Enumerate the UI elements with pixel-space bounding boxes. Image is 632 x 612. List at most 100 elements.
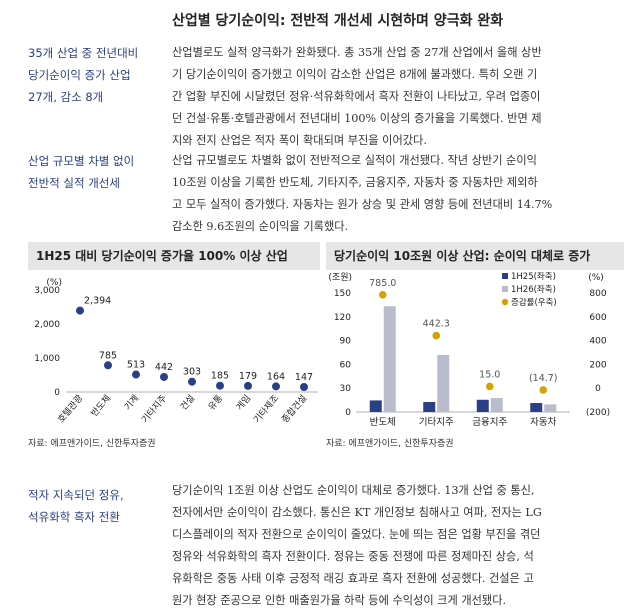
- legend-swatch-1h25: [502, 273, 508, 279]
- body-line: 디스플레이의 적자 전환으로 순이익이 줄었다. 눈에 띄는 점은 업황 부진을…: [172, 528, 541, 541]
- section-3-body: 당기순이익 1조원 이상 산업도 순이익이 대체로 증가했다. 13개 산업 중…: [172, 480, 618, 612]
- chart1-category-label: 게임: [233, 392, 253, 412]
- side-line: 적자 지속되던 정유,: [28, 488, 124, 502]
- chart2-ytick-left-label: 90: [340, 337, 352, 347]
- chart2-bar-1h25: [476, 399, 489, 412]
- chart1-category-label: 유통: [206, 393, 225, 413]
- chart2-unit-left: (조원): [328, 272, 352, 283]
- chart2-growth-point: [378, 290, 387, 299]
- chart1-point: [188, 377, 196, 386]
- chart1-unit: (%): [46, 278, 62, 288]
- section-1-side-heading: 35개 산업 중 전년대비 당기순이익 증가 산업 27개, 감소 8개: [28, 42, 168, 108]
- chart1-title: 1H25 대비 당기순이익 증가율 100% 이상 산업: [28, 242, 320, 270]
- chart1-point: [244, 381, 252, 390]
- chart2-source: 자료: 에프앤가이드, 신한투자증권: [326, 439, 454, 449]
- chart1-data-label: 164: [267, 371, 285, 382]
- body-line: 10조원 이상을 기록한 반도체, 기타지주, 금융지주, 자동차 중 자동차만…: [172, 176, 538, 189]
- legend-label-growth: 증감률(우축): [511, 297, 557, 308]
- chart1-point: [104, 361, 112, 370]
- section-3-side-heading: 적자 지속되던 정유, 석유화학 흑자 전환: [28, 484, 168, 528]
- chart2-category-label: 반도체: [370, 417, 396, 428]
- chart1-category-label: 기타제조: [252, 393, 282, 425]
- body-line: 간 업황 부진에 시달렸던 정유·석유화학에서 흑자 전환이 나타났고, 우려 …: [172, 90, 541, 103]
- side-line: 석유화학 흑자 전환: [28, 510, 120, 524]
- chart2-legend: 1H25(좌축) 1H26(좌축) 증감률(우축): [501, 272, 557, 308]
- chart2-bar-1h26: [544, 404, 557, 412]
- body-line: 지와 전지 산업은 적자 폭이 확대되며 부진을 이어갔다.: [172, 134, 427, 147]
- chart2-unit-right: (%): [588, 273, 604, 283]
- chart2-bar-1h25: [530, 403, 543, 412]
- legend-label-1h25: 1H25(좌축): [511, 272, 556, 282]
- body-line: 유화학은 중동 사태 이후 긍정적 래깅 효과로 흑자 전환에 성공했다. 건설…: [172, 572, 534, 585]
- chart2-bar-1h25: [369, 400, 382, 412]
- chart1-data-label: 185: [211, 371, 229, 382]
- chart2-growth-point: [539, 386, 548, 394]
- chart2-title: 당기순이익 10조원 이상 산업: 순이익 대체로 증가: [326, 242, 624, 270]
- chart2-ytick-right-label: 0: [595, 384, 601, 394]
- chart1-ytick-label: 0: [54, 388, 60, 398]
- chart2-growth-point: [432, 331, 441, 340]
- body-line: 기 당기순이익이 증가했고 이익이 감소한 산업은 8개에 불과했다. 특히 오…: [172, 68, 538, 81]
- legend-label-1h26: 1H26(좌축): [511, 285, 556, 295]
- chart2-category-label: 자동차: [530, 416, 556, 428]
- chart1-data-label: 785: [99, 350, 117, 361]
- chart2-category-label: 금융지주: [472, 417, 507, 428]
- legend-swatch-growth: [501, 298, 509, 306]
- chart2-ytick-right-label: 800: [589, 289, 606, 299]
- chart2-ytick-right-label: 400: [589, 337, 606, 347]
- chart1-data-label: 442: [155, 362, 173, 373]
- chart1-category-label: 반도체: [89, 393, 113, 419]
- chart1-point: [300, 383, 308, 392]
- body-line: 당기순이익 1조원 이상 산업도 순이익이 대체로 증가했다. 13개 산업 중…: [172, 484, 535, 497]
- chart1-point: [160, 372, 168, 381]
- chart2-plot: (조원) (%) 150 120 90 60 30 0 800 600 400 200 0 (200)…: [328, 272, 610, 428]
- section-2-side-heading: 산업 규모별 차별 없이 전반적 실적 개선세: [28, 150, 168, 194]
- chart1-data-label: 179: [239, 371, 257, 382]
- section-2-body: 산업 규모별로도 차별화 없이 전반적으로 실적이 개선됐다. 작년 상반기 순…: [172, 150, 618, 238]
- page-title: 산업별 당기순이익: 전반적 개선세 시현하며 양극화 완화: [172, 13, 504, 29]
- side-line: 전반적 실적 개선세: [28, 176, 120, 190]
- chart2-growth-point: [485, 382, 494, 391]
- chart1-point: [132, 370, 140, 379]
- chart1-category-label: 기계: [121, 392, 141, 412]
- body-line: 고 모두 실적이 증가했다. 자동차는 원가 상승 및 관세 영향 등에 전년대…: [172, 198, 553, 211]
- body-line: 정유와 석유화학의 흑자 전환이다. 정유는 중동 전쟁에 따른 정제마진 상승…: [172, 550, 534, 563]
- body-line: 던 건설·유통·호텔관광에서 전년대비 100% 이상의 증가율을 기록했다. …: [172, 112, 542, 125]
- section-1-body: 산업별로도 실적 양극화가 완화됐다. 총 35개 산업 중 27개 산업에서 …: [172, 42, 618, 152]
- side-line: 35개 산업 중 전년대비: [28, 46, 139, 60]
- chart2-ytick-left-label: 60: [340, 360, 352, 370]
- side-line: 당기순이익 증가 산업: [28, 68, 131, 82]
- chart1-category-label: 건설: [178, 393, 197, 413]
- body-line: 감소한 9.6조원의 순이익을 기록했다.: [172, 220, 349, 233]
- chart2-growth-label: (14.7): [529, 373, 558, 384]
- chart2-ytick-right-label: (200): [586, 408, 610, 418]
- chart2-ytick-left-label: 30: [340, 384, 352, 394]
- chart2-ytick-right-label: 600: [589, 313, 606, 323]
- chart2-ytick-right-label: 200: [589, 360, 606, 370]
- chart1-category-label: 종합건설: [280, 393, 310, 425]
- chart2-ytick-left-label: 150: [334, 289, 351, 299]
- chart1-ytick-label: 3,000: [34, 286, 60, 296]
- chart2-growth-label: 15.0: [479, 369, 500, 380]
- chart2-bar-1h26: [490, 398, 503, 412]
- chart1-point: [272, 382, 280, 391]
- chart2-growth-label: 785.0: [369, 278, 396, 289]
- body-line: 전자에서만 순이익이 감소했다. 통신은 KT 개인정보 침해사고 여파, 전자…: [172, 506, 542, 519]
- legend-swatch-1h26: [502, 286, 508, 292]
- side-line: 산업 규모별 차별 없이: [28, 154, 135, 168]
- body-line: 산업 규모별로도 차별화 없이 전반적으로 실적이 개선됐다. 작년 상반기 순…: [172, 154, 537, 167]
- body-line: 산업별로도 실적 양극화가 완화됐다. 총 35개 산업 중 27개 산업에서 …: [172, 46, 542, 59]
- chart2-category-label: 기타지주: [419, 417, 454, 428]
- chart2-growth-label: 442.3: [423, 319, 450, 330]
- chart1-data-label: 303: [183, 367, 201, 378]
- chart1-source: 자료: 에프앤가이드, 신한투자증권: [28, 439, 156, 449]
- body-line: 원가 현장 준공으로 인한 매출원가율 하락 등에 수익성이 크게 개선됐다.: [172, 594, 507, 607]
- chart1-ytick-label: 1,000: [34, 354, 60, 364]
- chart2-bar-1h25: [423, 402, 436, 412]
- chart1-point: [216, 381, 224, 390]
- chart1-category-label: 기타지주: [140, 393, 170, 425]
- chart1-point: [76, 306, 84, 315]
- chart1-ytick-label: 2,000: [34, 320, 60, 330]
- chart1-data-label: 513: [127, 360, 145, 371]
